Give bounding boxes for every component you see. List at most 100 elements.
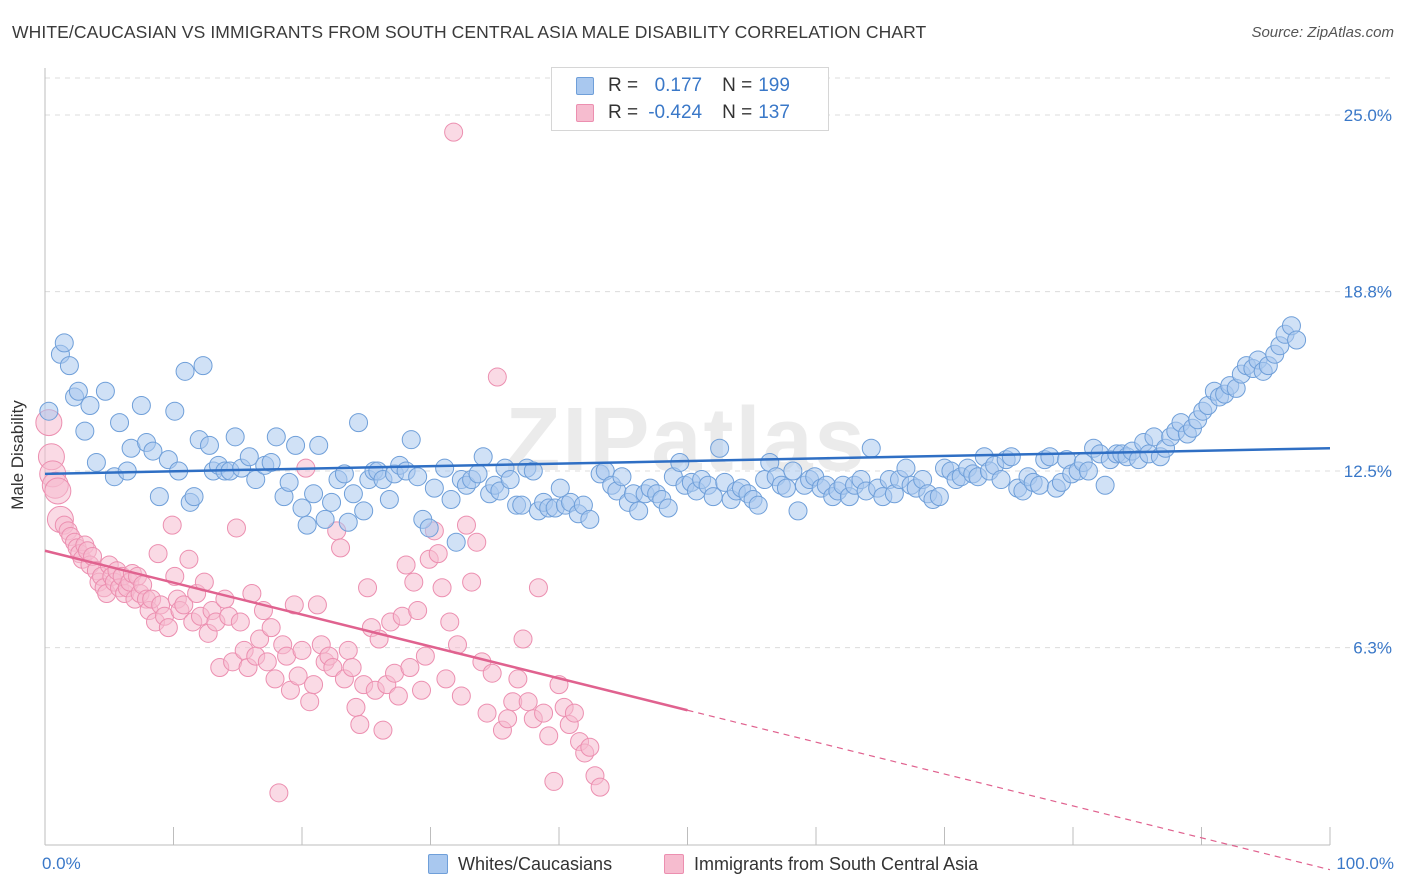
immigrants-point <box>467 532 487 552</box>
whites-point <box>401 430 421 450</box>
immigrants-point <box>400 658 420 678</box>
whites-point <box>95 381 115 401</box>
immigrants-point <box>412 680 432 700</box>
immigrants-point <box>580 737 600 757</box>
whites-point <box>175 361 195 381</box>
whites-point <box>861 438 881 458</box>
whites-point <box>334 464 354 484</box>
immigrants-point <box>477 703 497 723</box>
trend-line-immigrants-extension <box>687 709 1331 871</box>
immigrants-point <box>331 538 351 558</box>
whites-point <box>473 447 493 467</box>
legend-swatch-immigrants <box>576 104 594 122</box>
legend-r-value: -0.424 <box>648 102 703 123</box>
legend: R = 0.177 N = 199 R = -0.424 N = 137 <box>551 67 829 131</box>
whites-point <box>435 458 455 478</box>
whites-point <box>441 489 461 509</box>
whites-point <box>379 489 399 509</box>
immigrants-point <box>528 578 548 598</box>
whites-point <box>143 441 163 461</box>
immigrants-point <box>261 618 281 638</box>
legend-r-label: R = <box>608 102 639 123</box>
immigrants-point <box>396 555 416 575</box>
bottom-legend-swatch-whites <box>428 854 448 874</box>
whites-point <box>776 478 796 498</box>
bottom-legend-whites: Whites/Caucasians <box>428 852 612 876</box>
whites-point <box>68 381 88 401</box>
immigrants-point <box>265 669 285 689</box>
immigrants-point <box>288 666 308 686</box>
immigrants-point <box>346 697 366 717</box>
whites-point <box>193 356 213 376</box>
immigrants-point <box>358 578 378 598</box>
immigrants-point <box>518 692 538 712</box>
whites-point <box>286 435 306 455</box>
whites-point <box>1095 475 1115 495</box>
whites-point <box>629 501 649 521</box>
immigrants-point <box>226 518 246 538</box>
immigrants-point <box>544 771 564 791</box>
whites-point <box>343 484 363 504</box>
legend-r-label: R = <box>608 75 639 96</box>
immigrants-point <box>269 783 289 803</box>
immigrants-point <box>338 640 358 660</box>
whites-point <box>1040 447 1060 467</box>
immigrants-point <box>415 646 435 666</box>
whites-point <box>1287 330 1307 350</box>
grid-lines <box>45 77 1392 649</box>
series-whites-points <box>39 316 1307 552</box>
immigrants-point <box>304 675 324 695</box>
legend-swatch-whites <box>576 77 594 95</box>
trend-line-whites <box>44 446 1331 476</box>
legend-n-label: N = <box>722 102 753 123</box>
legend-row-whites: R = 0.177 N = 199 <box>576 73 790 99</box>
immigrants-point <box>404 572 424 592</box>
whites-point <box>1030 475 1050 495</box>
legend-n-value: 199 <box>758 75 790 96</box>
whites-point <box>184 487 204 507</box>
whites-point <box>550 478 570 498</box>
whites-point <box>266 427 286 447</box>
whites-point <box>261 452 281 472</box>
whites-point <box>75 421 95 441</box>
immigrants-point <box>300 692 320 712</box>
whites-point <box>149 487 169 507</box>
whites-point <box>1078 461 1098 481</box>
whites-point <box>165 401 185 421</box>
whites-point <box>309 435 329 455</box>
whites-point <box>748 495 768 515</box>
whites-point <box>929 487 949 507</box>
immigrants-point <box>323 658 343 678</box>
whites-point <box>279 472 299 492</box>
y-tick-label: 25.0% <box>1344 106 1392 125</box>
whites-point <box>512 495 532 515</box>
immigrants-point <box>307 595 327 615</box>
immigrants-point <box>292 640 312 660</box>
immigrants-point <box>451 686 471 706</box>
whites-point <box>349 413 369 433</box>
whites-point <box>468 464 488 484</box>
immigrants-point <box>482 663 502 683</box>
x-tick-label: 0.0% <box>42 854 81 873</box>
whites-point <box>225 427 245 447</box>
whites-point <box>523 461 543 481</box>
immigrants-point <box>250 629 270 649</box>
whites-point <box>991 470 1011 490</box>
whites-point <box>110 413 130 433</box>
whites-point <box>131 396 151 416</box>
immigrants-point <box>428 544 448 564</box>
whites-point <box>315 509 335 529</box>
whites-point <box>446 532 466 552</box>
whites-point <box>710 438 730 458</box>
immigrants-point <box>444 122 464 142</box>
whites-point <box>612 467 632 487</box>
whites-point <box>896 458 916 478</box>
immigrants-point <box>350 714 370 734</box>
immigrants-point <box>44 477 72 505</box>
whites-point <box>354 501 374 521</box>
whites-point <box>424 478 444 498</box>
immigrants-point <box>539 726 559 746</box>
whites-point <box>199 435 219 455</box>
trend-lines <box>44 446 1331 871</box>
whites-point <box>86 452 106 472</box>
